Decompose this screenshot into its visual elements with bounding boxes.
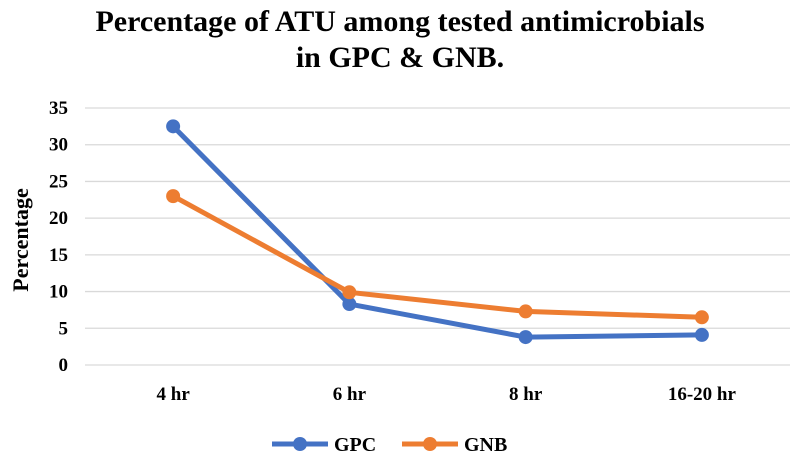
y-tick-label: 5 bbox=[59, 318, 69, 339]
data-point bbox=[518, 304, 533, 319]
chart-title-line-2: in GPC & GNB. bbox=[295, 41, 505, 74]
legend-item-gnb: GNB bbox=[402, 434, 507, 456]
legend-marker bbox=[293, 437, 307, 451]
x-tick-label: 6 hr bbox=[333, 384, 367, 405]
series-layer bbox=[166, 119, 709, 345]
series-gnb bbox=[166, 189, 709, 325]
data-point bbox=[694, 310, 709, 325]
y-tick-label: 35 bbox=[49, 98, 68, 119]
legend: GPC GNB bbox=[272, 434, 507, 456]
gridlines bbox=[85, 107, 790, 366]
series-line bbox=[170, 123, 705, 340]
chart-title: Percentage of ATU among tested antimicro… bbox=[0, 4, 800, 76]
x-axis-ticks: 4 hr 6 hr 8 hr 16-20 hr bbox=[157, 384, 737, 405]
y-axis-ticks: 0 5 10 15 20 25 30 35 bbox=[49, 98, 68, 376]
legend-label: GNB bbox=[464, 434, 507, 456]
y-tick-label: 15 bbox=[49, 245, 68, 266]
x-tick-label: 8 hr bbox=[509, 384, 543, 405]
data-point bbox=[166, 189, 181, 204]
y-tick-label: 25 bbox=[49, 171, 68, 192]
data-point bbox=[694, 327, 709, 342]
series-gpc bbox=[166, 119, 709, 345]
y-tick-label: 10 bbox=[49, 282, 68, 303]
legend-item-gpc: GPC bbox=[272, 434, 376, 456]
y-axis-label: Percentage bbox=[8, 188, 33, 292]
y-tick-label: 20 bbox=[49, 208, 68, 229]
data-point bbox=[342, 285, 357, 300]
legend-label: GPC bbox=[334, 434, 376, 456]
y-tick-label: 30 bbox=[49, 135, 68, 156]
x-tick-label: 4 hr bbox=[157, 384, 191, 405]
x-tick-label: 16-20 hr bbox=[668, 384, 737, 405]
legend-marker bbox=[423, 437, 437, 451]
y-tick-label: 0 bbox=[59, 355, 69, 376]
chart-title-line-1: Percentage of ATU among tested antimicro… bbox=[95, 5, 705, 38]
data-point bbox=[342, 297, 357, 312]
data-point bbox=[166, 119, 181, 134]
data-point bbox=[518, 330, 533, 345]
series-line bbox=[170, 193, 705, 320]
